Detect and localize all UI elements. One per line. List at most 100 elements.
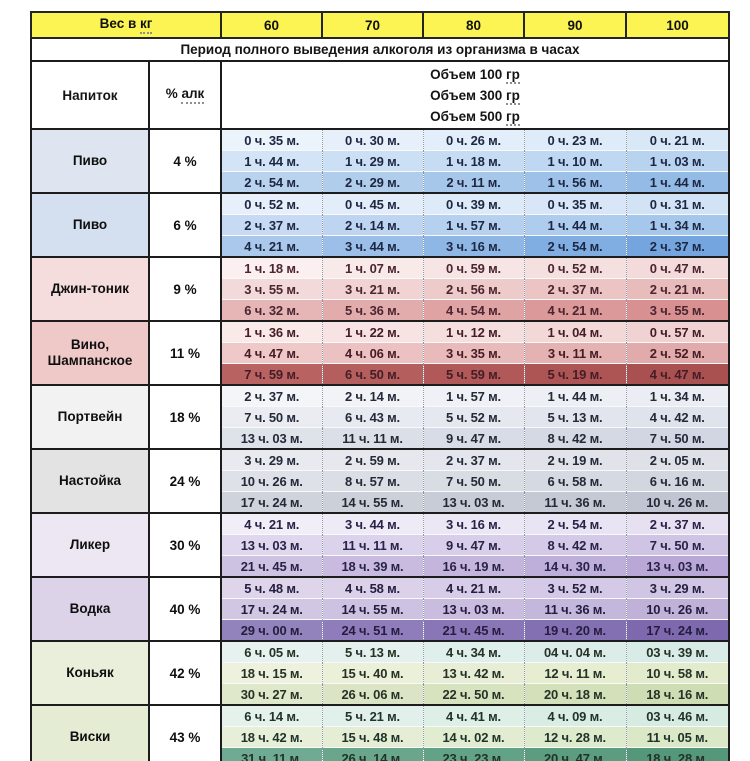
time-cell: 8 ч. 42 м. [523, 534, 626, 556]
gram-unit: гр [505, 88, 520, 105]
time-cell: 3 ч. 16 м. [422, 512, 524, 535]
time-cell: 6 ч. 43 м. [321, 406, 423, 428]
time-cell: 2 ч. 11 м. [422, 171, 524, 193]
time-cell: 2 ч. 56 м. [422, 278, 524, 300]
volume-row: Коньяк 42 % 6 ч. 05 м. 5 ч. 13 м. 4 ч. 34 м.… [30, 640, 729, 706]
time-cell: 1 ч. 03 м. [625, 150, 729, 172]
time-cell: 19 ч. 20 м. [523, 619, 626, 641]
time-cell: 21 ч. 45 м. [221, 555, 322, 577]
time-cell: 1 ч. 34 м. [625, 384, 729, 407]
time-cell: 1 ч. 44 м. [221, 150, 322, 172]
time-cell: 0 ч. 35 м. [221, 128, 322, 151]
drink-name: Виски [30, 704, 150, 761]
time-cell: 0 ч. 52 м. [221, 192, 322, 215]
time-cell: 13 ч. 03 м. [625, 555, 729, 577]
time-cell: 04 ч. 04 м. [523, 640, 626, 663]
time-cell: 4 ч. 09 м. [523, 704, 626, 727]
time-cell: 18 ч. 16 м. [625, 683, 729, 705]
time-cell: 12 ч. 11 м. [523, 662, 626, 684]
drink-name: Ликер [30, 512, 150, 578]
time-cell: 5 ч. 21 м. [321, 704, 423, 727]
period-title: Период полного выведения алкоголя из орг… [30, 37, 730, 62]
volume-row: 10 ч. 26 м. 8 ч. 57 м. 7 ч. 50 м. 6 ч. 58 м… [31, 470, 729, 492]
time-cell: 7 ч. 50 м. [422, 470, 524, 492]
time-cell: 6 ч. 16 м. [625, 470, 729, 492]
time-cell: 14 ч. 55 м. [321, 598, 423, 620]
drink-abv: 40 % [148, 576, 222, 642]
time-cell: 26 ч. 06 м. [321, 683, 423, 705]
volume-row: Водка 40 % 5 ч. 48 м. 4 ч. 58 м. 4 ч. 21 м. 3… [30, 576, 729, 642]
time-cell: 4 ч. 41 м. [422, 704, 524, 727]
time-cell: 15 ч. 48 м. [321, 726, 423, 748]
volume-row: 6 ч. 32 м. 5 ч. 36 м. 4 ч. 54 м. 4 ч. 21 м.… [31, 299, 729, 321]
time-cell: 4 ч. 47 м. [625, 363, 729, 385]
volume-row: Пиво 6 % 0 ч. 52 м. 0 ч. 45 м. 0 ч. 39 м. 0 ч… [30, 192, 729, 258]
time-cell: 3 ч. 29 м. [221, 448, 322, 471]
time-cell: 6 ч. 32 м. [221, 299, 322, 321]
time-cell: 2 ч. 29 м. [321, 171, 423, 193]
time-cell: 1 ч. 44 м. [523, 384, 626, 407]
time-cell: 2 ч. 19 м. [523, 448, 626, 471]
time-cell: 13 ч. 03 м. [221, 534, 322, 556]
time-cell: 3 ч. 35 м. [422, 342, 524, 364]
time-cell: 15 ч. 40 м. [321, 662, 423, 684]
weight-header-row: Вес в кг 60 70 80 90 100 [30, 11, 730, 39]
time-cell: 6 ч. 14 м. [221, 704, 322, 727]
weight-unit-label: кг [140, 17, 153, 34]
time-cell: 2 ч. 14 м. [321, 214, 423, 236]
time-cell: 14 ч. 30 м. [523, 555, 626, 577]
drink-abv: 30 % [148, 512, 222, 578]
time-cell: 22 ч. 50 м. [422, 683, 524, 705]
weight-label: Вес в [99, 16, 140, 32]
time-cell: 0 ч. 47 м. [625, 256, 729, 279]
time-cell: 10 ч. 26 м. [625, 598, 729, 620]
time-cell: 17 ч. 24 м. [221, 491, 322, 513]
time-cell: 7 ч. 50 м. [221, 406, 322, 428]
time-cell: 11 ч. 11 м. [321, 427, 423, 449]
time-cell: 14 ч. 55 м. [321, 491, 423, 513]
time-cell: 2 ч. 37 м. [523, 278, 626, 300]
time-cell: 10 ч. 26 м. [625, 491, 729, 513]
volume-row: 18 ч. 42 м. 15 ч. 48 м. 14 ч. 02 м. 12 ч. 2… [31, 726, 729, 748]
time-cell: 3 ч. 21 м. [321, 278, 423, 300]
time-cell: 5 ч. 13 м. [321, 640, 423, 663]
volume-row: 3 ч. 55 м. 3 ч. 21 м. 2 ч. 56 м. 2 ч. 37 м.… [31, 278, 729, 300]
volume-row: 21 ч. 45 м. 18 ч. 39 м. 16 ч. 19 м. 14 ч. 3… [31, 555, 729, 577]
time-cell: 6 ч. 58 м. [523, 470, 626, 492]
volume-row: 29 ч. 00 м. 24 ч. 51 м. 21 ч. 45 м. 19 ч. 2… [31, 619, 729, 641]
volume-row: Виски 43 % 6 ч. 14 м. 5 ч. 21 м. 4 ч. 41 м. 4… [30, 704, 729, 761]
time-cell: 18 ч. 28 м. [625, 747, 729, 761]
volume-row: 7 ч. 59 м. 6 ч. 50 м. 5 ч. 59 м. 5 ч. 19 м.… [31, 363, 729, 385]
time-cell: 7 ч. 50 м. [625, 534, 729, 556]
time-cell: 29 ч. 00 м. [221, 619, 322, 641]
time-cell: 6 ч. 05 м. [221, 640, 322, 663]
volume-row: 17 ч. 24 м. 14 ч. 55 м. 13 ч. 03 м. 11 ч. 3… [31, 491, 729, 513]
drink-name: Вино, Шампанское [30, 320, 150, 386]
drink-name: Портвейн [30, 384, 150, 450]
time-cell: 11 ч. 36 м. [523, 491, 626, 513]
volume-row: Ликер 30 % 4 ч. 21 м. 3 ч. 44 м. 3 ч. 16 м. 2… [30, 512, 729, 578]
weight-80-cell: 80 [422, 11, 525, 39]
time-cell: 12 ч. 28 м. [523, 726, 626, 748]
time-cell: 2 ч. 54 м. [523, 512, 626, 535]
time-cell: 5 ч. 48 м. [221, 576, 322, 599]
time-cell: 16 ч. 19 м. [422, 555, 524, 577]
time-cell: 13 ч. 42 м. [422, 662, 524, 684]
volumes-header: Объем 100 гр Объем 300 гр Объем 500 гр [220, 60, 730, 130]
time-cell: 20 ч. 18 м. [523, 683, 626, 705]
time-cell: 13 ч. 03 м. [422, 491, 524, 513]
time-cell: 4 ч. 21 м. [221, 235, 322, 257]
time-cell: 2 ч. 37 м. [422, 448, 524, 471]
time-cell: 0 ч. 26 м. [422, 128, 524, 151]
time-cell: 18 ч. 15 м. [221, 662, 322, 684]
time-cell: 5 ч. 52 м. [422, 406, 524, 428]
time-cell: 30 ч. 27 м. [221, 683, 322, 705]
drink-abv: 43 % [148, 704, 222, 761]
time-cell: 0 ч. 30 м. [321, 128, 423, 151]
time-cell: 3 ч. 11 м. [523, 342, 626, 364]
time-cell: 2 ч. 05 м. [625, 448, 729, 471]
time-cell: 7 ч. 59 м. [221, 363, 322, 385]
time-cell: 1 ч. 36 м. [221, 320, 322, 343]
time-cell: 31 ч. 11 м. [221, 747, 322, 761]
time-cell: 17 ч. 24 м. [625, 619, 729, 641]
